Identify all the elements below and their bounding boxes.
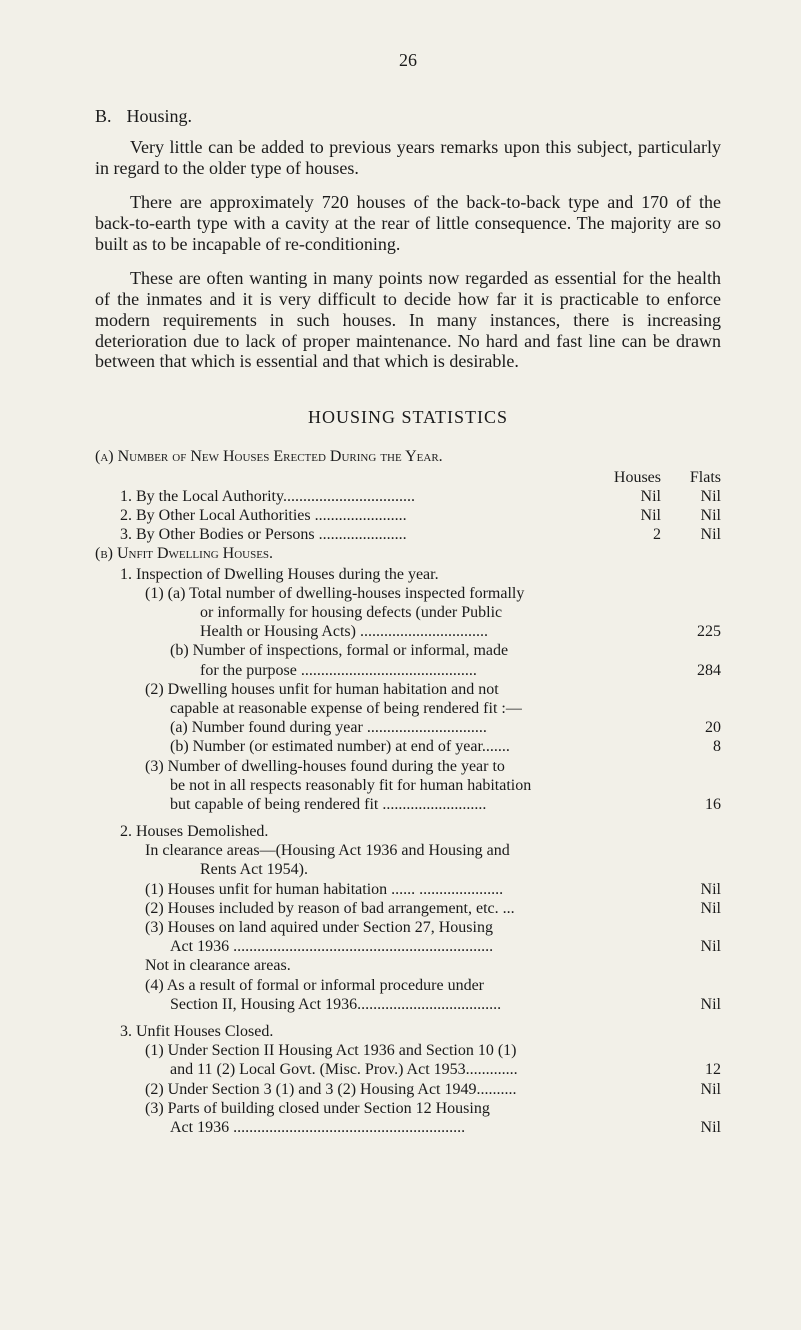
item-value: 8 <box>661 737 721 756</box>
item-value: Nil <box>661 899 721 918</box>
col-header-houses: Houses <box>581 468 661 487</box>
item-text: (b) Number (or estimated number) at end … <box>170 737 661 756</box>
table-header-row: Houses Flats <box>95 468 721 487</box>
item-text: and 11 (2) Local Govt. (Misc. Prov.) Act… <box>170 1060 661 1079</box>
list-item: (1) (a) Total number of dwelling-houses … <box>95 584 721 603</box>
item-text: (4) As a result of formal or informal pr… <box>95 976 721 995</box>
item-text: (a) Number found during year ...........… <box>170 718 661 737</box>
item-value: 16 <box>661 795 721 814</box>
paragraph-2: There are approximately 720 houses of th… <box>95 192 721 254</box>
list-item: (2) Houses included by reason of bad arr… <box>95 899 721 918</box>
page-number: 26 <box>95 50 721 71</box>
item-text: (3) Houses on land aquired under Section… <box>95 918 721 937</box>
item-text: (2) Under Section 3 (1) and 3 (2) Housin… <box>145 1080 661 1099</box>
section-a-heading: (a) Number of New Houses Erected During … <box>95 448 721 466</box>
section-a-heading-text: (a) Number of New Houses Erected During … <box>95 448 443 465</box>
row-houses: 2 <box>581 525 661 544</box>
list-item: and 11 (2) Local Govt. (Misc. Prov.) Act… <box>95 1060 721 1079</box>
item-value: 20 <box>661 718 721 737</box>
table-row: 2. By Other Local Authorities ..........… <box>95 506 721 525</box>
section-b-heading: (b) Unfit Dwelling Houses. <box>95 545 721 563</box>
item-value: 284 <box>661 661 721 680</box>
list-item: (2) Under Section 3 (1) and 3 (2) Housin… <box>95 1080 721 1099</box>
row-flats: Nil <box>661 487 721 506</box>
row-label: 1. By the Local Authority...............… <box>120 487 581 506</box>
row-houses: Nil <box>581 506 661 525</box>
list-item: Health or Housing Acts) ................… <box>95 622 721 641</box>
item-value: Nil <box>661 995 721 1014</box>
section-b-heading-text: (b) Unfit Dwelling Houses. <box>95 545 273 562</box>
paragraph-3: These are often wanting in many points n… <box>95 268 721 371</box>
stats-heading: HOUSING STATISTICS <box>95 407 721 428</box>
item-text: Health or Housing Acts) ................… <box>200 622 661 641</box>
item-text: (1) Under Section II Housing Act 1936 an… <box>95 1041 721 1060</box>
paragraph-1: Very little can be added to previous yea… <box>95 137 721 178</box>
b2-heading: 2. Houses Demolished. <box>95 822 721 841</box>
item-text-cont: Rents Act 1954). <box>95 860 721 879</box>
row-label: 3. By Other Bodies or Persons ..........… <box>120 525 581 544</box>
item-text: (2) Houses included by reason of bad arr… <box>145 899 661 918</box>
table-row: 1. By the Local Authority...............… <box>95 487 721 506</box>
list-item: but capable of being rendered fit ......… <box>95 795 721 814</box>
section-title: Housing. <box>127 106 193 126</box>
item-text: Act 1936 ...............................… <box>170 1118 661 1137</box>
list-item: Act 1936 ...............................… <box>95 1118 721 1137</box>
item-text: Not in clearance areas. <box>95 956 721 975</box>
item-text: (b) Number of inspections, formal or inf… <box>95 641 721 660</box>
col-header-flats: Flats <box>661 468 721 487</box>
item-value: Nil <box>661 880 721 899</box>
item-text: (1) (a) Total number of dwelling-houses … <box>145 584 721 603</box>
row-flats: Nil <box>661 525 721 544</box>
list-item: (a) Number found during year ...........… <box>95 718 721 737</box>
item-text-cont: be not in all respects reasonably fit fo… <box>95 776 721 795</box>
list-item: (b) Number (or estimated number) at end … <box>95 737 721 756</box>
item-value: Nil <box>661 937 721 956</box>
b3-heading: 3. Unfit Houses Closed. <box>95 1022 721 1041</box>
item-text: In clearance areas—(Housing Act 1936 and… <box>95 841 721 860</box>
item-text: (3) Number of dwelling-houses found duri… <box>95 757 721 776</box>
item-text: but capable of being rendered fit ......… <box>170 795 661 814</box>
document-page: 26 B. Housing. Very little can be added t… <box>0 0 801 1330</box>
section-heading-b: B. Housing. <box>95 106 721 127</box>
item-text: Section II, Housing Act 1936............… <box>170 995 661 1014</box>
b1-heading: 1. Inspection of Dwelling Houses during … <box>95 565 721 584</box>
list-item: Section II, Housing Act 1936............… <box>95 995 721 1014</box>
item-value: 225 <box>661 622 721 641</box>
row-flats: Nil <box>661 506 721 525</box>
item-text-cont: or informally for housing defects (under… <box>95 603 721 622</box>
section-letter: B. <box>95 106 112 126</box>
item-text: (3) Parts of building closed under Secti… <box>95 1099 721 1118</box>
list-item: for the purpose ........................… <box>95 661 721 680</box>
list-item: (1) Houses unfit for human habitation ..… <box>95 880 721 899</box>
table-row: 3. By Other Bodies or Persons ..........… <box>95 525 721 544</box>
item-value: Nil <box>661 1118 721 1137</box>
item-text: (2) Dwelling houses unfit for human habi… <box>95 680 721 699</box>
list-item: Act 1936 ...............................… <box>95 937 721 956</box>
item-text: Act 1936 ...............................… <box>170 937 661 956</box>
item-text-cont: capable at reasonable expense of being r… <box>95 699 721 718</box>
item-text: for the purpose ........................… <box>200 661 661 680</box>
row-houses: Nil <box>581 487 661 506</box>
item-value: 12 <box>661 1060 721 1079</box>
item-text: (1) Houses unfit for human habitation ..… <box>145 880 661 899</box>
row-label: 2. By Other Local Authorities ..........… <box>120 506 581 525</box>
item-value: Nil <box>661 1080 721 1099</box>
